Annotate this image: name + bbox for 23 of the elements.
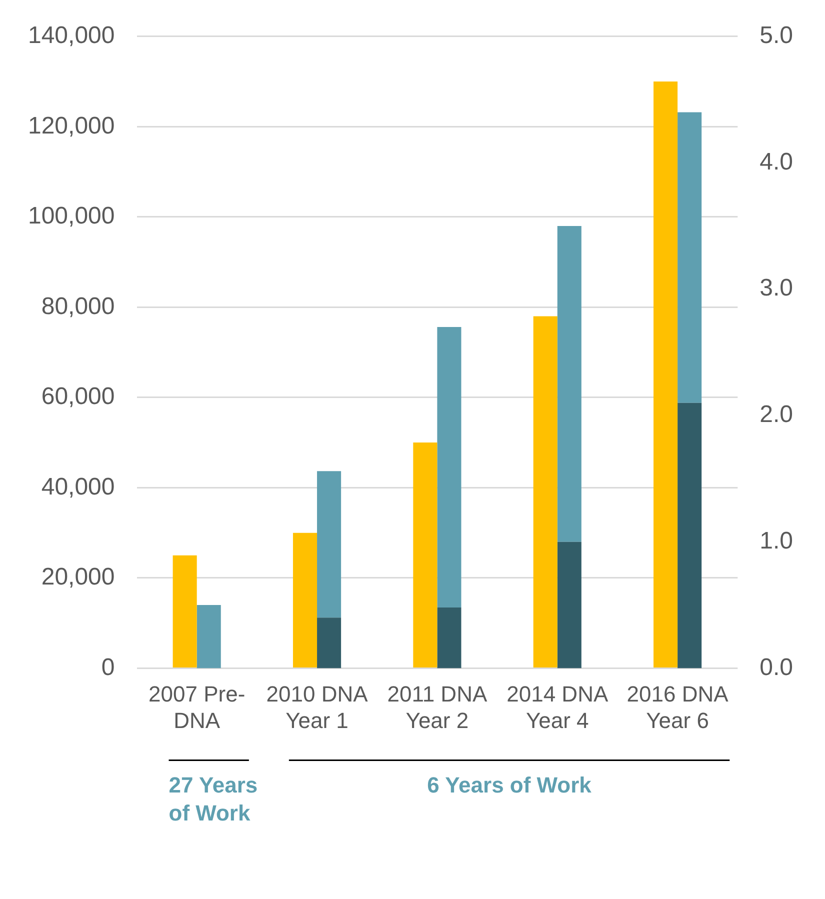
text: 6 Years of Work	[427, 772, 592, 798]
bar	[654, 82, 678, 668]
x-tick-label: 2016 DNA Year 6	[626, 681, 729, 733]
x-tick-label: 2014 DNA Year 4	[506, 681, 608, 733]
y-tick-label: 80,000	[41, 292, 115, 320]
y-tick-label: 120,000	[28, 112, 115, 140]
text: 27 Years of Work	[168, 772, 258, 826]
y2-tick-label: 0.0	[760, 654, 794, 681]
x-tick-label: 2011 DNA Year 2	[387, 681, 488, 733]
y2-tick-label: 2.0	[760, 401, 794, 428]
y-tick-label: 20,000	[41, 564, 115, 591]
y-tick-label: 140,000	[28, 22, 115, 50]
x-tick-label: 2007 Pre-DNA	[148, 681, 246, 733]
y-tick-label: 60,000	[41, 383, 115, 410]
y2-tick-label: 3.0	[760, 274, 794, 302]
y2-tick-label: 1.0	[760, 527, 794, 554]
bar	[437, 608, 462, 668]
x-tick-label: 2010 DNA Year 1	[266, 681, 368, 733]
y2-tick-label: 4.0	[760, 148, 794, 176]
y-tick-label: 0	[101, 654, 115, 681]
y-tick-label: 40,000	[41, 473, 115, 500]
y2-tick-label: 5.0	[760, 22, 794, 50]
y-tick-label: 100,000	[28, 202, 115, 230]
